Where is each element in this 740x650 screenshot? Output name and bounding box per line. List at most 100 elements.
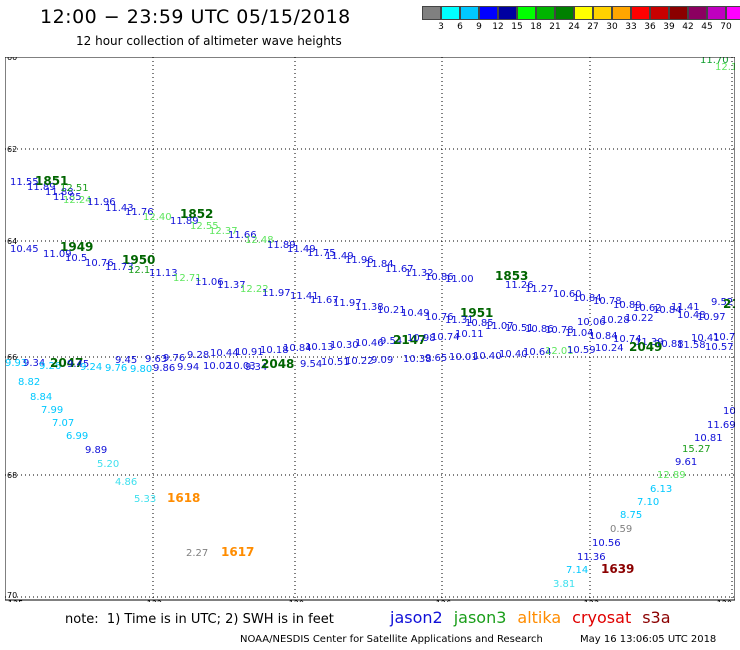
latitude-label: 64	[7, 237, 17, 246]
wave-height-value: 11.32	[405, 268, 434, 279]
wave-height-value: 11.96	[345, 255, 374, 266]
wave-height-value: 10.11	[455, 329, 484, 340]
wave-height-value: 11.00	[445, 274, 474, 285]
wave-height-value: 10.51	[321, 357, 350, 368]
wave-height-value: 9.63	[145, 354, 167, 365]
wave-height-value: 9.94	[177, 362, 199, 373]
wave-height-value: 9.65	[425, 353, 447, 364]
wave-height-value: 11.84	[365, 259, 394, 270]
wave-height-value: 10.74	[613, 334, 642, 345]
wave-height-value: 9.76	[163, 353, 185, 364]
wave-height-value: 6.99	[66, 431, 88, 442]
longitude-label: -132	[144, 600, 162, 602]
wave-height-value: 10.40	[473, 351, 502, 362]
wave-height-value: 10.62	[633, 303, 662, 314]
wave-height-value: 10.84	[283, 343, 312, 354]
wave-height-value: 11.37	[217, 280, 246, 291]
wave-height-value: 11.38	[355, 302, 384, 313]
pass-time-label: 1951	[460, 306, 493, 320]
wave-height-value: 10.97	[697, 312, 726, 323]
wave-height-value: 10.49	[401, 308, 430, 319]
scale-swatch	[669, 6, 688, 20]
scale-label: 21	[549, 22, 561, 32]
wave-height-value: 10.30	[330, 340, 359, 351]
wave-height-value: 7.10	[637, 497, 659, 508]
scale-label: 15	[511, 22, 523, 32]
wave-height-value: 11.89	[267, 240, 296, 251]
scale-swatch	[631, 6, 650, 20]
wave-height-value: 10.21	[377, 305, 406, 316]
wave-height-value: 9.34	[23, 358, 45, 369]
wave-height-value: 2.27	[186, 548, 208, 559]
wave-height-value: 12.40	[143, 212, 172, 223]
longitude-label: -123	[581, 600, 599, 602]
wave-height-value: 11.97	[333, 298, 362, 309]
wave-height-value: 10.45	[10, 244, 39, 255]
wave-height-value: 9.54	[380, 336, 402, 347]
wave-height-value: 11.66	[228, 230, 257, 241]
wave-height-value: 11.41	[671, 302, 700, 313]
wave-height-value: 10.01	[449, 352, 478, 363]
plot-frame	[5, 57, 735, 601]
wave-height-value: 9.89	[85, 445, 107, 456]
wave-height-value: 10.64	[523, 347, 552, 358]
longitude-label: -126	[433, 600, 451, 602]
scale-label: 33	[625, 22, 637, 32]
wave-height-value: 10.86	[525, 324, 554, 335]
scale-swatch	[555, 6, 574, 20]
pass-time-label: 1639	[601, 562, 634, 576]
wave-height-value: 10.57	[705, 342, 734, 353]
scale-label: 9	[476, 22, 482, 32]
wave-height-value: 12.51	[60, 183, 89, 194]
wave-height-value: 11.96	[87, 197, 116, 208]
wave-height-value: 10.48	[677, 310, 706, 321]
wave-height-value: 10.86	[425, 272, 454, 283]
scale-label: 70	[720, 22, 732, 32]
wave-height-value: 11.41	[290, 291, 319, 302]
wave-height-value: 3.81	[553, 579, 575, 590]
scale-label: 36	[644, 22, 656, 32]
wave-height-value: 10.06	[577, 317, 606, 328]
wave-height-value: 9.76	[105, 363, 127, 374]
scale-label: 3	[438, 22, 444, 32]
wave-height-value: 10.18	[260, 345, 289, 356]
wave-height-value: 11.89	[170, 216, 199, 227]
longitude-labels: -135 -132 -129 -126 -123 -120	[5, 600, 732, 602]
wave-height-value: 12.01	[545, 346, 574, 357]
scale-swatch	[707, 6, 726, 20]
wave-height-value: 10.81	[694, 433, 723, 444]
pass-time-label: 1852	[180, 207, 213, 221]
satellite-legend-cryosat: cryosat	[572, 608, 632, 627]
latitude-label: 62	[7, 145, 17, 154]
wave-height-value: 11.43	[105, 203, 134, 214]
wave-height-color-scale	[422, 6, 740, 20]
wave-height-value: 10.44	[210, 348, 239, 359]
pass-time-label: 2049	[629, 340, 662, 354]
wave-height-value: 10.91	[235, 347, 264, 358]
wave-height-value: 9.86	[153, 363, 175, 374]
wave-height-value: 10.89	[613, 300, 642, 311]
wave-height-value: 9.61	[675, 457, 697, 468]
scale-label: 18	[530, 22, 542, 32]
scale-label: 27	[587, 22, 599, 32]
wave-height-value: 5.33	[134, 494, 156, 505]
wave-height-value: 12.24	[63, 195, 92, 206]
wave-height-value: 11.69	[707, 420, 735, 431]
scale-label: 45	[701, 22, 713, 32]
wave-height-value: 10.88	[655, 339, 684, 350]
longitude-label: -135	[5, 600, 23, 602]
wave-height-value: 9.28	[187, 350, 209, 361]
wave-height-value: 12.1	[128, 265, 150, 276]
wave-height-value: 11.49	[325, 251, 354, 262]
wave-height-value: 10.7	[723, 406, 735, 417]
pass-time-label: 1617	[221, 545, 254, 559]
wave-height-value: 10.02	[203, 361, 232, 372]
wave-height-value: 7.14	[566, 565, 588, 576]
wave-height-value: 9.34	[245, 362, 267, 373]
scale-swatch	[593, 6, 612, 20]
satellite-legend-jason3: jason3	[453, 608, 507, 627]
wave-height-value: 10.59	[567, 345, 596, 356]
wave-height-value: 11.13	[149, 268, 178, 279]
scale-swatch	[479, 6, 498, 20]
